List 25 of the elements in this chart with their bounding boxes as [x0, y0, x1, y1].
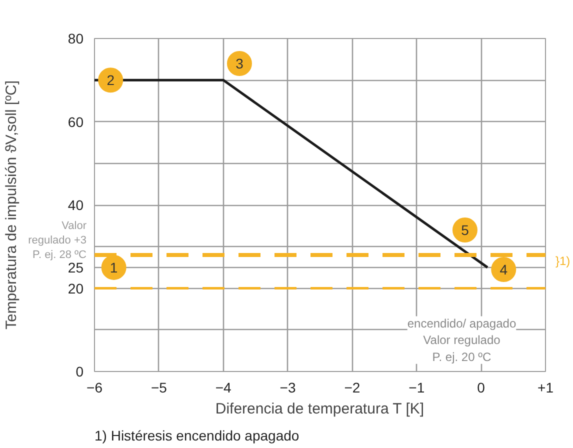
- x-tick-label: +1: [538, 380, 554, 396]
- annotation: 5: [461, 222, 470, 238]
- y-tick-label: 80: [68, 30, 84, 46]
- annotation: encendido/ apagado Valor regulado P. ej. 20 ºC: [407, 316, 516, 364]
- y-tick-label: 40: [68, 197, 84, 213]
- text: }1): [556, 254, 570, 268]
- y-tick-label: 25: [68, 259, 84, 276]
- annotation: 1: [110, 259, 118, 276]
- x-tick-label: −1: [408, 380, 425, 396]
- x-tick-label: 0: [477, 380, 486, 396]
- text: 1) Histéresis encendido apagado: [94, 428, 300, 444]
- annotation: 2: [106, 72, 115, 88]
- y-axis-title: Temperatura de impulsión ϑV,soll [ºC]: [3, 80, 20, 330]
- y-tick-label: 60: [68, 114, 84, 130]
- x-tick-label: −3: [280, 380, 296, 396]
- x-tick-label: −6: [86, 380, 103, 396]
- x-tick-label: −5: [150, 380, 168, 396]
- y-tick-label: 0: [76, 364, 84, 380]
- ref-line-label: Valor regulado +3 P. ej. 28 ºC: [28, 220, 87, 261]
- x-tick-label: −2: [344, 380, 360, 396]
- x-axis-title: Diferencia de temperatura T [K]: [215, 400, 424, 418]
- annotation: 3: [236, 55, 244, 72]
- x-tick-label: −4: [215, 380, 232, 396]
- annotation: 4: [500, 262, 508, 278]
- y-tick-label: 20: [68, 280, 84, 296]
